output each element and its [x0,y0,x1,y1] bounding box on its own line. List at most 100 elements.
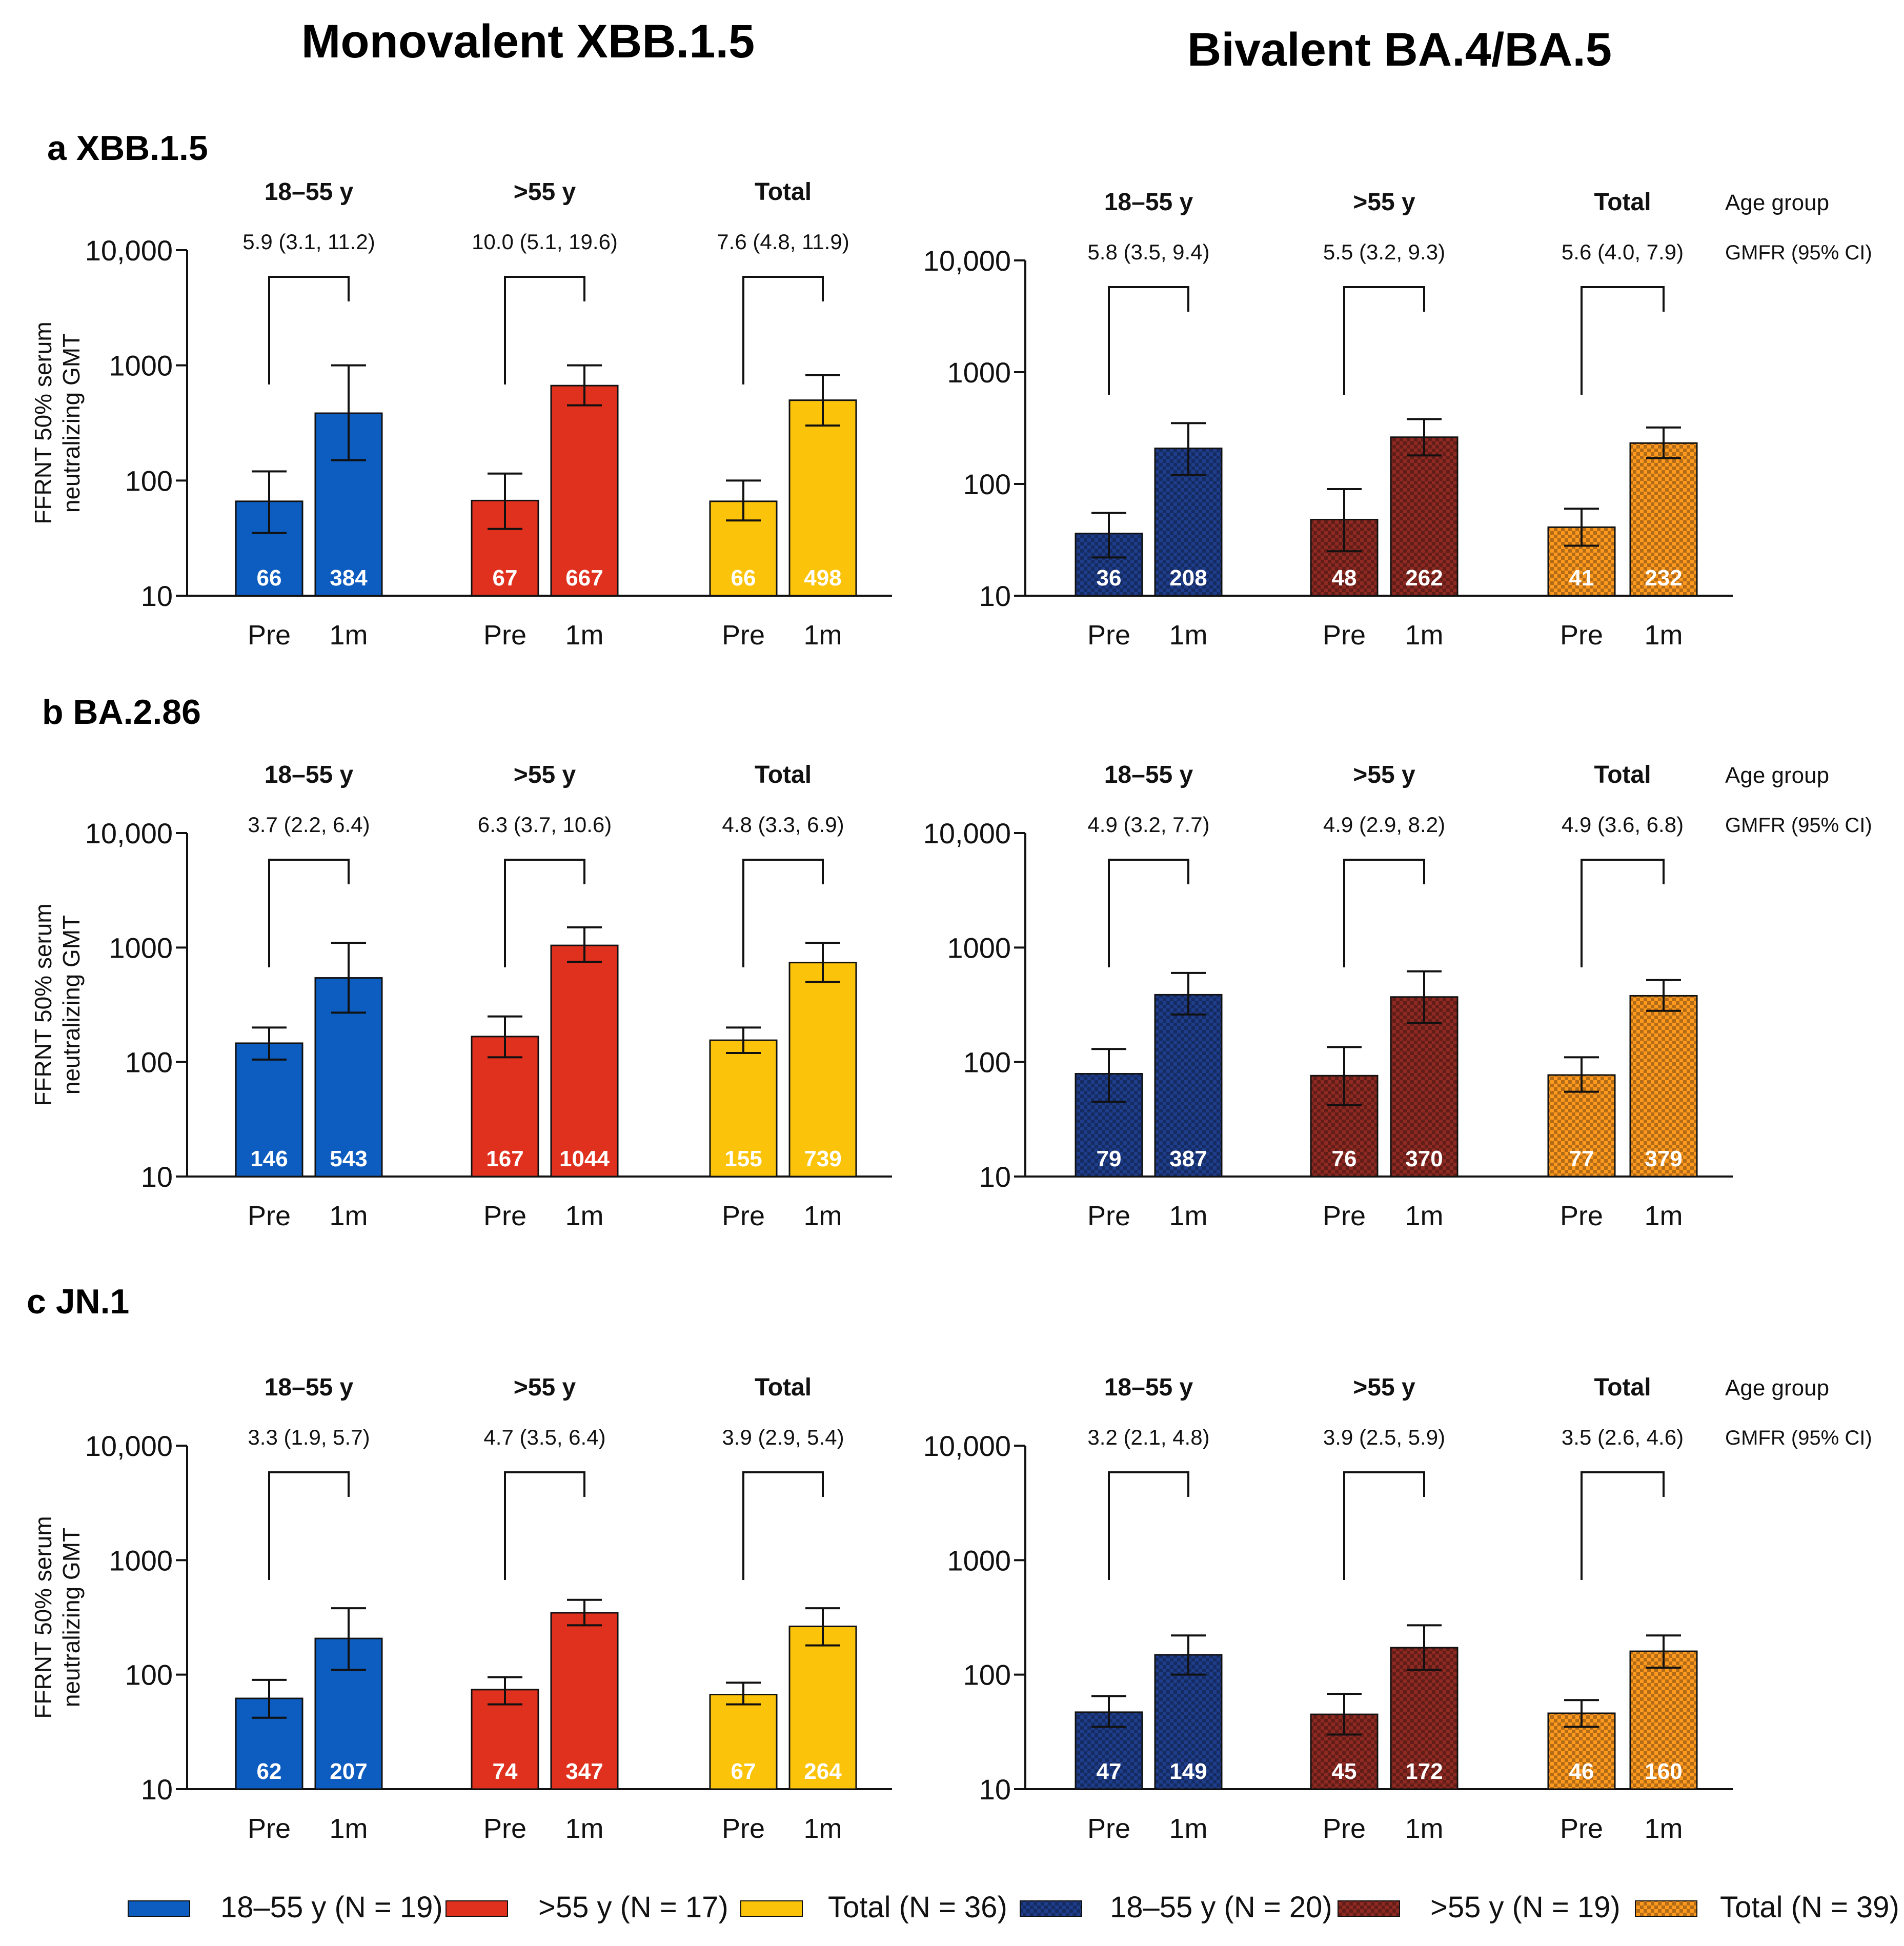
bar-post [788,1626,857,1790]
group-name-label: Total [1594,189,1651,216]
y-tick-label: 1000 [109,350,173,382]
bar-value-label: 66 [731,565,756,591]
time-label-pre: Pre [248,620,291,651]
bar-value-label: 62 [257,1759,282,1784]
group-name-label: 18–55 y [1104,1374,1193,1401]
bar-value-label: 45 [1332,1759,1357,1784]
bar-value-label: 149 [1169,1759,1207,1784]
gmfr-value-label: 4.7 (3.5, 6.4) [483,1425,605,1449]
gmfr-value-label: 7.6 (4.8, 11.9) [717,230,849,254]
bar-post [1154,994,1223,1178]
time-label-post: 1m [803,1201,842,1231]
comparison-bracket [742,1471,824,1580]
time-label-post: 1m [329,620,368,651]
bar-value-label: 66 [257,565,282,591]
time-label-post: 1m [1169,1813,1207,1844]
time-label-pre: Pre [1323,620,1366,651]
legend-swatch [1338,1900,1400,1917]
y-tick-label: 10,000 [923,1430,1011,1462]
y-tick-label: 100 [963,468,1011,500]
time-label-pre: Pre [1087,1201,1130,1231]
bar-value-label: 543 [330,1146,367,1171]
comparison-bracket [1343,859,1425,967]
legend-swatch [445,1900,508,1917]
comparison-bracket [504,1471,585,1580]
gmfr-label: GMFR (95% CI) [1725,814,1872,837]
legend-label: Total (N = 36) [828,1891,1007,1924]
bar-value-label: 36 [1097,565,1122,591]
y-tick-label: 10 [979,1773,1011,1806]
time-label-pre: Pre [1087,620,1130,651]
comparison-bracket [1581,286,1665,395]
bar-value-label: 379 [1645,1146,1682,1171]
bar-pre [235,1042,303,1178]
y-tick-label: 100 [125,1659,173,1691]
legend-label: Total (N = 39) [1720,1891,1899,1924]
bar-value-label: 167 [486,1146,523,1171]
bar-post [1154,1654,1223,1790]
bar-value-label: 47 [1097,1759,1122,1784]
bar-value-label: 172 [1405,1759,1443,1784]
bar-value-label: 74 [493,1759,518,1784]
time-label-post: 1m [803,1813,842,1844]
time-label-post: 1m [1405,620,1443,651]
legend: 18–55 y (N = 19) >55 y (N = 17) Total (N =… [128,1891,1899,1924]
gmfr-value-label: 10.0 (5.1, 19.6) [472,230,618,254]
time-label-post: 1m [1169,620,1207,651]
time-label-post: 1m [1644,1813,1683,1844]
y-tick-label: 10,000 [85,817,173,849]
bar-value-label: 160 [1645,1759,1682,1784]
comparison-bracket [1343,286,1425,395]
chart-panel-a-bi: 10 100 1000 10,000 Age group GMFR (95% CI) 18–… [923,189,1872,651]
gmfr-value-label: 3.9 (2.5, 5.9) [1323,1425,1445,1449]
comparison-bracket [504,276,585,384]
time-label-post: 1m [329,1201,368,1231]
time-label-pre: Pre [248,1201,291,1231]
time-label-pre: Pre [722,620,765,651]
gmfr-value-label: 3.5 (2.6, 4.6) [1562,1425,1684,1449]
group-name-label: Total [1594,1374,1651,1401]
time-label-pre: Pre [1560,1201,1603,1231]
comparison-bracket [1581,859,1665,967]
y-tick-label: 100 [963,1659,1011,1691]
y-tick-label: 10,000 [85,234,173,267]
time-label-post: 1m [565,620,603,651]
group-name-label: 18–55 y [265,761,354,788]
time-label-post: 1m [1405,1201,1443,1231]
y-axis-label-line1: FFRNT 50% serum [30,321,56,524]
chart-panel-b-bi: 10 100 1000 10,000 Age group GMFR (95% CI) 18–… [923,761,1872,1231]
comparison-bracket [742,859,824,967]
gmfr-label: GMFR (95% CI) [1725,241,1872,264]
comparison-bracket [1108,286,1189,395]
comparison-bracket [504,859,585,967]
chart-panel-a-mono: 10 100 1000 10,000 FFRNT 50% serum neutralizi… [30,178,892,651]
comparison-bracket [1108,1471,1189,1580]
chart-panel-c-bi: 10 100 1000 10,000 Age group GMFR (95% CI) 18–… [923,1374,1872,1844]
bar-post [788,399,857,597]
y-axis-label-line2: neutralizing GMT [58,333,85,513]
bar-post [1629,1650,1698,1790]
bar-value-label: 41 [1569,565,1594,591]
group-name-label: >55 y [514,178,576,206]
legend-swatch [128,1900,190,1917]
bar-value-label: 79 [1097,1146,1122,1171]
age-group-label: Age group [1725,763,1829,788]
bar-value-label: 146 [250,1146,288,1171]
comparison-bracket [1108,859,1189,967]
row-label-a: a XBB.1.5 [47,129,208,168]
y-axis-label-line2: neutralizing GMT [58,1528,85,1707]
row-label-b: b BA.2.86 [42,693,201,732]
bar-value-label: 498 [804,565,841,591]
gmfr-value-label: 3.9 (2.9, 5.4) [722,1425,844,1449]
gmfr-value-label: 5.5 (3.2, 9.3) [1323,240,1445,264]
bar-value-label: 347 [565,1759,603,1784]
y-tick-label: 10 [141,1773,173,1806]
gmfr-value-label: 5.6 (4.0, 7.9) [1562,240,1684,264]
time-label-pre: Pre [1560,1813,1603,1844]
y-tick-label: 10 [979,1161,1011,1193]
y-tick-label: 100 [125,1046,173,1079]
group-name-label: >55 y [514,761,576,788]
time-label-pre: Pre [483,1813,526,1844]
